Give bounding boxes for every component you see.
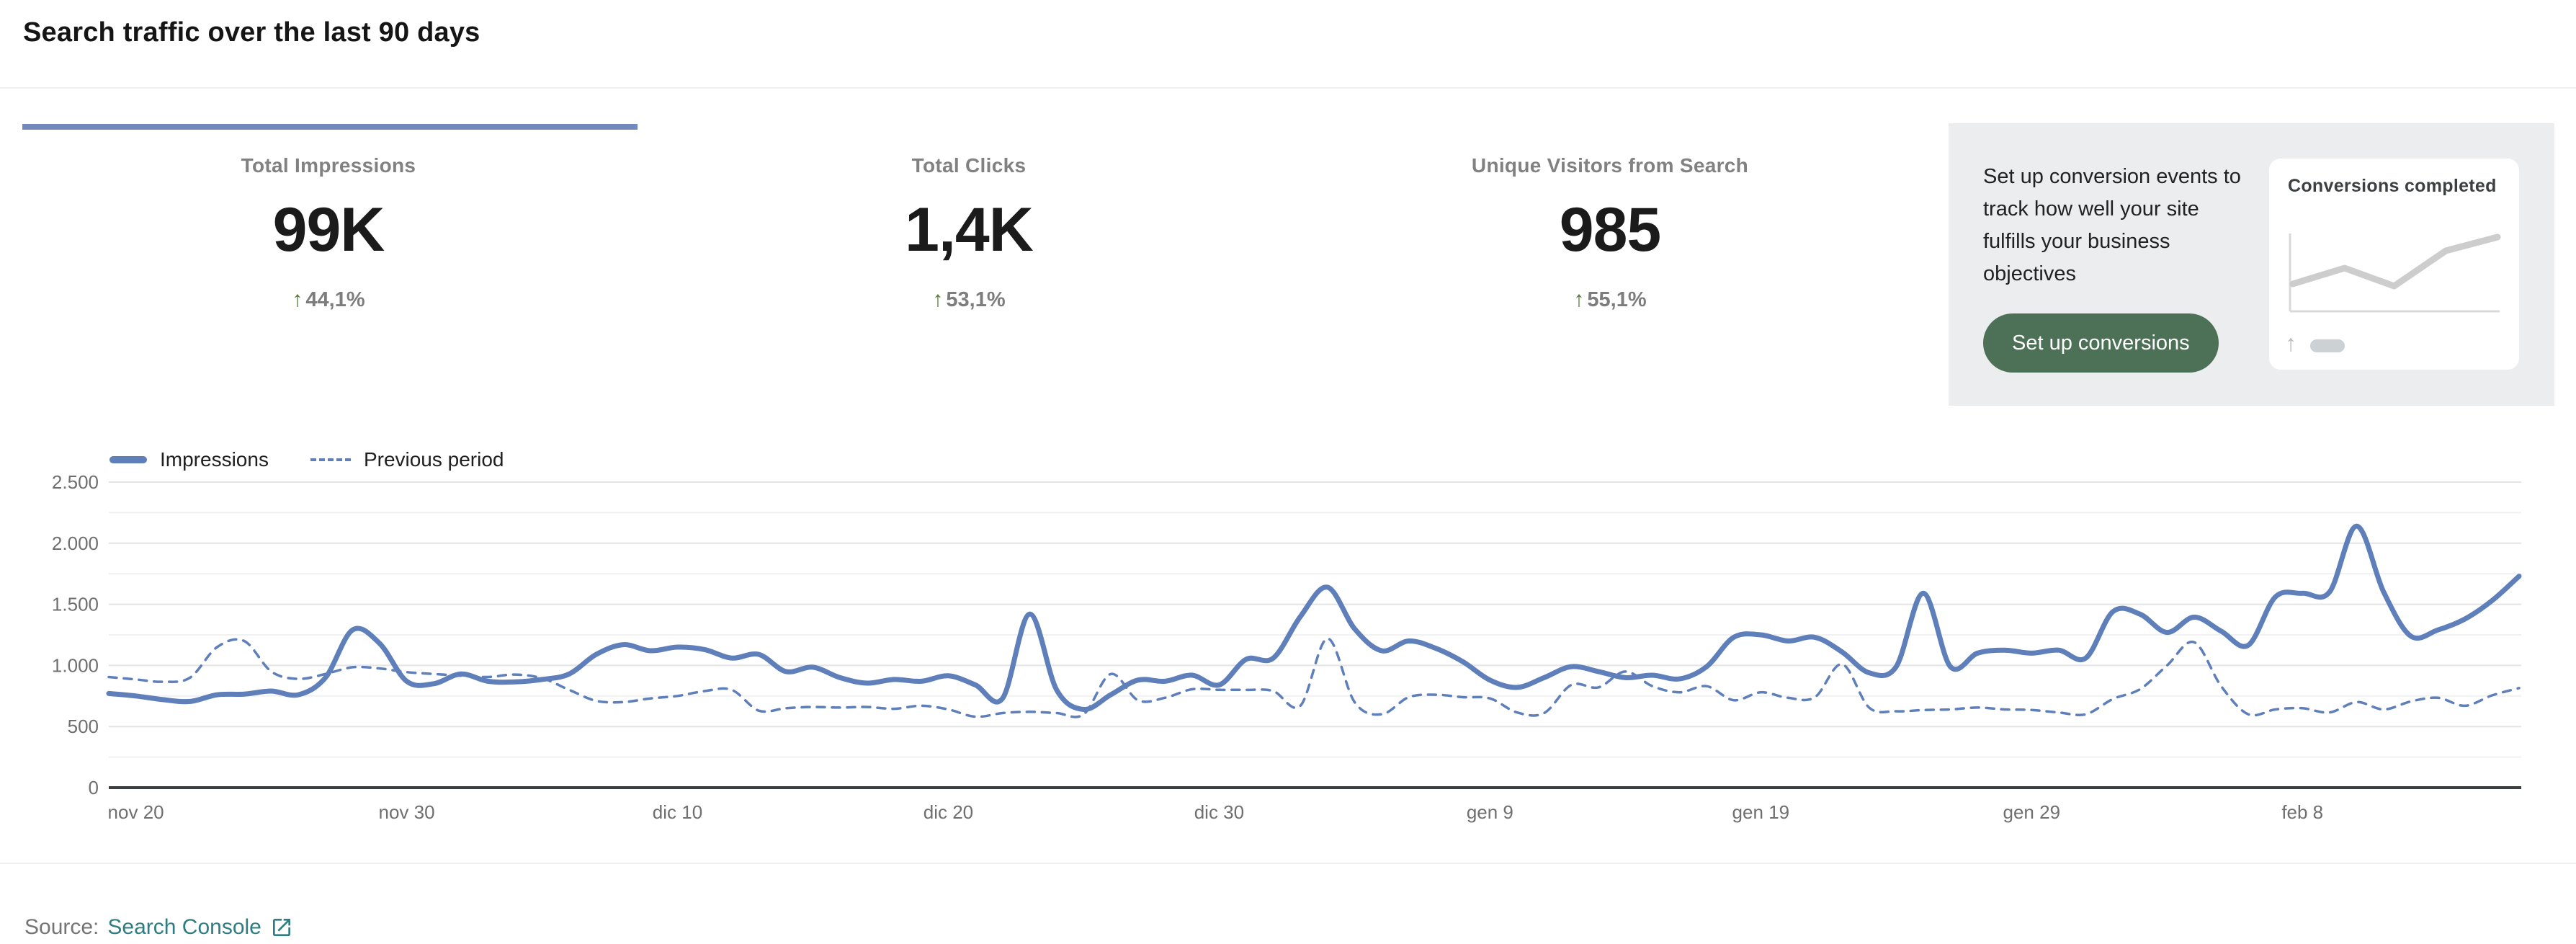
metric-label: Unique Visitors from Search (1471, 154, 1749, 177)
solid-line-swatch-icon (109, 456, 147, 463)
metric-delta-value: 53,1% (946, 288, 1006, 311)
metric-unique-visitors: Unique Visitors from Search 985 ↑ 55,1% (1358, 154, 1862, 312)
conversions-mini-chart (2289, 233, 2501, 313)
conversions-completed-card: Conversions completed ↑ (2269, 159, 2519, 370)
svg-text:dic 10: dic 10 (653, 801, 702, 823)
svg-text:gen 9: gen 9 (1467, 801, 1513, 823)
svg-text:nov 30: nov 30 (379, 801, 435, 823)
up-arrow-placeholder-icon: ↑ (2285, 330, 2297, 356)
svg-text:500: 500 (68, 716, 99, 737)
metric-value: 1,4K (905, 195, 1034, 264)
svg-text:nov 20: nov 20 (108, 801, 164, 823)
svg-text:0: 0 (89, 777, 99, 798)
svg-text:dic 20: dic 20 (923, 801, 973, 823)
conversions-promo-panel: Set up conversion events to track how we… (1949, 123, 2554, 406)
svg-text:gen 29: gen 29 (2003, 801, 2061, 823)
svg-text:dic 30: dic 30 (1194, 801, 1244, 823)
legend-impressions: Impressions (109, 448, 269, 471)
metric-label: Total Impressions (241, 154, 416, 177)
blue-progress-bar (22, 124, 638, 130)
svg-text:2.000: 2.000 (52, 533, 99, 554)
source-label: Source: (24, 915, 99, 939)
metric-delta-value: 44,1% (305, 288, 365, 311)
card-title: Conversions completed (2288, 176, 2497, 196)
metric-total-impressions: Total Impressions 99K ↑ 44,1% (76, 154, 581, 312)
metric-delta: ↑ 53,1% (717, 288, 1221, 312)
up-arrow-icon: ↑ (1573, 288, 1585, 311)
set-up-conversions-button[interactable]: Set up conversions (1983, 313, 2219, 373)
metric-value: 985 (1559, 195, 1662, 264)
header-divider (0, 87, 2576, 89)
metric-value: 99K (272, 195, 385, 264)
footer-divider (0, 863, 2576, 864)
promo-text: Set up conversion events to track how we… (1983, 165, 2241, 285)
external-link-icon[interactable] (270, 916, 293, 939)
search-console-link[interactable]: Search Console (107, 915, 261, 939)
legend-label: Previous period (363, 448, 504, 471)
up-arrow-icon: ↑ (292, 288, 303, 311)
svg-text:2.500: 2.500 (52, 471, 99, 493)
metric-delta-value: 55,1% (1587, 288, 1647, 311)
chart-legend: Impressions Previous period (109, 448, 504, 471)
svg-text:1.000: 1.000 (52, 654, 99, 676)
svg-text:1.500: 1.500 (52, 594, 99, 615)
metric-total-clicks: Total Clicks 1,4K ↑ 53,1% (717, 154, 1221, 312)
metric-label: Total Clicks (911, 154, 1027, 177)
legend-label: Impressions (160, 448, 269, 471)
page-title: Search traffic over the last 90 days (23, 17, 480, 48)
source-row: Source: Search Console (24, 915, 293, 940)
legend-previous-period: Previous period (310, 448, 504, 471)
metric-delta: ↑ 55,1% (1358, 288, 1862, 312)
up-arrow-icon: ↑ (932, 288, 944, 311)
svg-text:gen 19: gen 19 (1732, 801, 1790, 823)
metric-delta: ↑ 44,1% (76, 288, 581, 312)
value-placeholder-pill (2310, 339, 2345, 352)
svg-text:feb 8: feb 8 (2281, 801, 2323, 823)
dashed-line-swatch-icon (310, 458, 351, 461)
